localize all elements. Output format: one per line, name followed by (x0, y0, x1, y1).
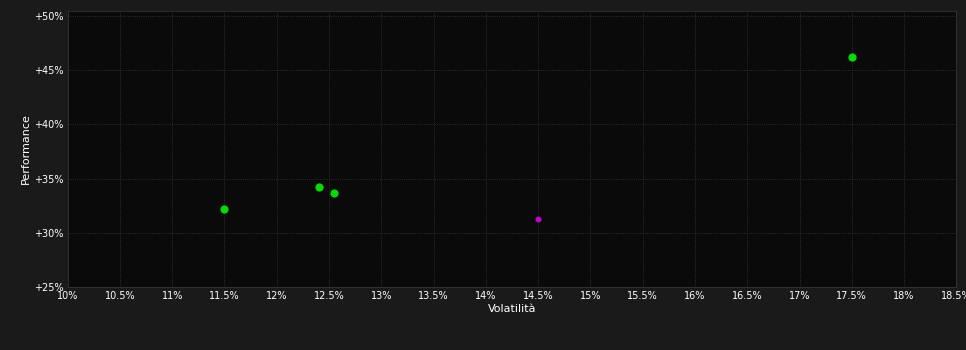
Y-axis label: Performance: Performance (21, 113, 31, 184)
X-axis label: Volatilità: Volatilità (488, 304, 536, 314)
Point (530, 216, 546, 222)
Point (844, 54, 860, 60)
Point (327, 190, 342, 195)
Point (311, 184, 327, 190)
Point (216, 206, 232, 212)
